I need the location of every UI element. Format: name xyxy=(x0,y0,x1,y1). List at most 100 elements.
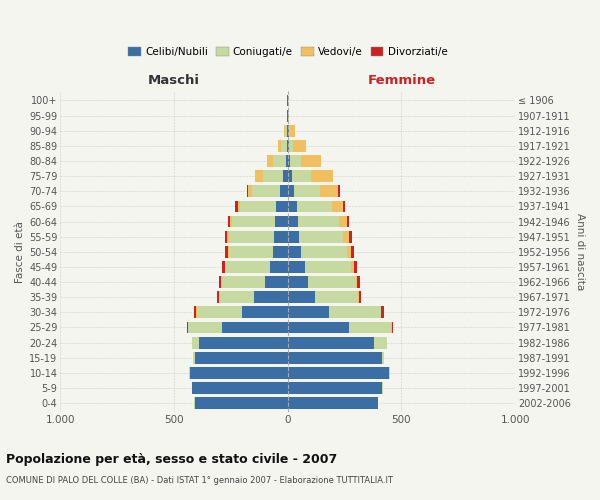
Bar xyxy=(349,322,391,334)
Bar xyxy=(305,261,352,273)
Bar xyxy=(193,352,194,364)
Bar xyxy=(288,261,305,273)
Bar xyxy=(288,322,349,334)
Bar xyxy=(229,231,274,242)
Bar xyxy=(232,216,275,228)
Bar xyxy=(288,246,301,258)
Bar xyxy=(220,292,254,303)
Bar xyxy=(273,246,288,258)
Bar xyxy=(235,200,238,212)
Bar xyxy=(263,170,283,182)
Bar xyxy=(320,186,338,197)
Bar xyxy=(283,170,288,182)
Bar xyxy=(227,231,229,242)
Bar xyxy=(288,155,290,167)
Bar xyxy=(351,246,355,258)
Bar xyxy=(311,170,333,182)
Bar xyxy=(189,367,190,379)
Text: Popolazione per età, sesso e stato civile - 2007: Popolazione per età, sesso e stato civil… xyxy=(6,452,337,466)
Bar xyxy=(288,352,382,364)
Bar xyxy=(265,276,288,288)
Bar xyxy=(288,231,299,242)
Bar xyxy=(382,352,385,364)
Bar xyxy=(229,246,273,258)
Bar xyxy=(288,125,289,136)
Bar xyxy=(290,125,295,136)
Bar xyxy=(277,200,288,212)
Bar xyxy=(278,140,281,152)
Bar xyxy=(354,261,357,273)
Bar xyxy=(284,125,285,136)
Bar xyxy=(290,155,301,167)
Bar xyxy=(199,336,288,348)
Bar xyxy=(382,306,384,318)
Bar xyxy=(194,306,196,318)
Bar xyxy=(286,155,288,167)
Bar xyxy=(287,140,288,152)
Bar xyxy=(288,367,389,379)
Bar xyxy=(356,276,357,288)
Bar xyxy=(299,231,343,242)
Bar xyxy=(255,170,263,182)
Text: COMUNE DI PALO DEL COLLE (BA) - Dati ISTAT 1° gennaio 2007 - Elaborazione TUTTIT: COMUNE DI PALO DEL COLLE (BA) - Dati IST… xyxy=(6,476,393,485)
Bar xyxy=(228,246,229,258)
Bar xyxy=(292,170,311,182)
Bar xyxy=(275,216,288,228)
Bar xyxy=(222,261,224,273)
Legend: Celibi/Nubili, Coniugati/e, Vedovi/e, Divorziati/e: Celibi/Nubili, Coniugati/e, Vedovi/e, Di… xyxy=(126,46,449,60)
Bar xyxy=(188,322,222,334)
Y-axis label: Anni di nascita: Anni di nascita xyxy=(575,213,585,290)
Bar xyxy=(287,125,288,136)
Bar xyxy=(285,125,287,136)
Bar xyxy=(192,382,288,394)
Text: Femmine: Femmine xyxy=(367,74,436,87)
Bar xyxy=(289,125,290,136)
Bar xyxy=(288,170,292,182)
Y-axis label: Fasce di età: Fasce di età xyxy=(15,221,25,282)
Bar xyxy=(294,186,320,197)
Bar xyxy=(338,186,340,197)
Bar xyxy=(225,231,227,242)
Bar xyxy=(288,336,374,348)
Bar xyxy=(301,155,322,167)
Bar xyxy=(288,216,298,228)
Bar xyxy=(224,261,225,273)
Bar xyxy=(288,140,289,152)
Bar xyxy=(240,200,277,212)
Bar xyxy=(217,292,219,303)
Bar xyxy=(187,322,188,334)
Bar xyxy=(219,276,221,288)
Bar xyxy=(315,292,358,303)
Bar xyxy=(358,292,359,303)
Bar xyxy=(343,231,349,242)
Bar xyxy=(266,155,274,167)
Bar xyxy=(392,322,393,334)
Bar xyxy=(242,306,288,318)
Bar xyxy=(298,216,339,228)
Bar xyxy=(230,216,232,228)
Bar xyxy=(288,397,377,409)
Bar xyxy=(274,155,286,167)
Bar xyxy=(281,140,287,152)
Bar xyxy=(254,292,288,303)
Bar xyxy=(274,231,288,242)
Bar xyxy=(194,397,288,409)
Bar xyxy=(343,200,345,212)
Bar xyxy=(253,186,280,197)
Bar xyxy=(332,200,343,212)
Bar xyxy=(293,140,306,152)
Bar xyxy=(329,306,381,318)
Bar xyxy=(347,216,349,228)
Bar xyxy=(347,246,351,258)
Bar xyxy=(389,367,390,379)
Bar xyxy=(225,246,228,258)
Bar xyxy=(288,306,329,318)
Bar xyxy=(192,336,199,348)
Bar xyxy=(297,200,332,212)
Bar xyxy=(194,352,288,364)
Text: Maschi: Maschi xyxy=(148,74,200,87)
Bar xyxy=(301,246,347,258)
Bar xyxy=(228,216,230,228)
Bar xyxy=(280,186,288,197)
Bar xyxy=(289,140,293,152)
